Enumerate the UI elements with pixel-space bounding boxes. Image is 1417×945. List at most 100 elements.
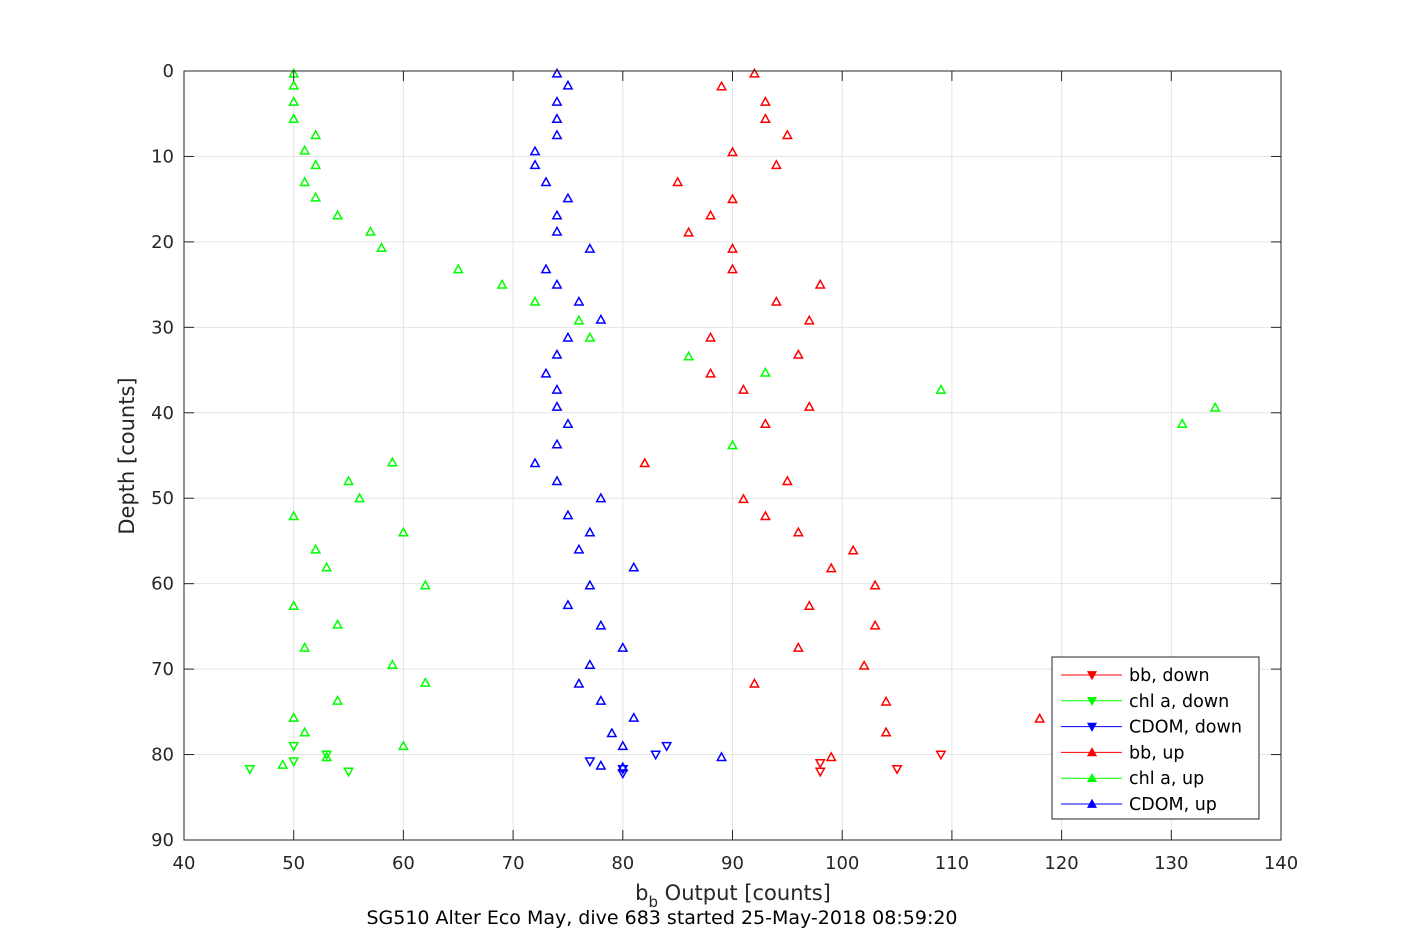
data-point [562, 192, 574, 203]
data-point [935, 750, 947, 761]
data-point [551, 438, 563, 449]
data-point [770, 159, 782, 170]
legend-marker [1086, 747, 1098, 757]
data-point [551, 348, 563, 359]
data-point [1034, 712, 1046, 723]
data-point [595, 619, 607, 630]
legend-entry: bb, up [1061, 743, 1185, 763]
data-point [584, 757, 596, 768]
data-point [1176, 418, 1188, 428]
data-point [880, 726, 892, 737]
data-point [299, 726, 311, 737]
data-point [573, 543, 585, 554]
x-tick-label: 80 [611, 853, 634, 874]
data-point [386, 456, 398, 467]
y-tick-label: 70 [151, 659, 174, 680]
data-point [365, 225, 376, 236]
x-tick-label: 40 [173, 853, 196, 874]
data-point [551, 401, 563, 411]
ticks [183, 70, 1282, 841]
data-point [584, 659, 596, 669]
data-point [727, 146, 738, 157]
data-point [562, 79, 574, 90]
data-point [310, 129, 322, 140]
y-tick-label: 90 [151, 830, 174, 851]
data-point [781, 129, 793, 140]
data-point [1209, 401, 1221, 412]
data-point [803, 401, 815, 411]
data-point [759, 418, 771, 428]
data-point [343, 767, 355, 778]
data-point [814, 278, 826, 289]
data-point [639, 457, 651, 468]
data-point [332, 209, 344, 220]
data-point [595, 694, 607, 705]
series-cdom-down [584, 741, 673, 780]
legend-entry: chl a, down [1061, 692, 1229, 712]
data-point [584, 331, 596, 342]
data-point [452, 263, 464, 274]
data-point [321, 750, 333, 761]
data-point [595, 492, 607, 503]
data-point [759, 113, 771, 123]
y-tick-label: 60 [151, 574, 174, 595]
data-point [375, 242, 387, 252]
y-tick-label: 50 [151, 488, 174, 509]
data-point [321, 751, 333, 762]
x-tick-label: 60 [392, 853, 415, 874]
x-tick-label: 140 [1264, 853, 1298, 874]
data-point [650, 750, 662, 761]
data-point [288, 712, 300, 722]
data-point [595, 313, 607, 324]
x-axis-title-rest: Output [counts] [658, 881, 831, 905]
data-point [551, 383, 563, 394]
data-point [781, 475, 793, 486]
legend-entry: bb, down [1061, 666, 1210, 686]
data-point [935, 383, 947, 394]
data-point [397, 740, 409, 751]
data-point [858, 659, 870, 670]
y-tick-label: 30 [151, 317, 174, 338]
data-point [299, 176, 311, 187]
legend-label: CDOM, down [1129, 718, 1242, 738]
y-tick-label: 0 [163, 61, 174, 82]
x-axis-title-main: b [635, 881, 648, 905]
data-point [299, 144, 311, 155]
data-point [244, 764, 256, 775]
series-cdom-up [529, 67, 728, 772]
data-point [737, 493, 749, 504]
chart-caption: SG510 Alter Eco May, dive 683 started 25… [366, 907, 957, 929]
x-tick-label: 130 [1154, 853, 1188, 874]
data-point [814, 767, 826, 778]
y-tick-label: 40 [151, 403, 174, 424]
data-point [759, 96, 771, 106]
data-point [847, 544, 859, 555]
data-point [869, 579, 881, 590]
data-point [529, 295, 541, 306]
data-point [770, 295, 782, 306]
series-bb-up [639, 67, 1046, 762]
data-point [551, 475, 563, 486]
legend-label: chl a, down [1129, 692, 1229, 712]
legend-marker [1086, 671, 1098, 681]
data-point [288, 600, 300, 610]
legend-entry: CDOM, up [1061, 795, 1217, 815]
y-tick-label: 80 [151, 745, 174, 766]
x-tick-label: 120 [1044, 853, 1078, 874]
data-point [562, 509, 574, 520]
legend-label: chl a, up [1129, 769, 1204, 789]
data-point [891, 764, 903, 775]
data-point [310, 159, 322, 170]
data-point [705, 367, 717, 378]
data-point [705, 331, 717, 342]
data-point [759, 510, 771, 521]
data-point [562, 331, 574, 342]
x-axis-title: bb Output [counts] [635, 881, 831, 911]
data-point [814, 758, 826, 769]
data-point [551, 113, 563, 123]
data-point [299, 642, 311, 652]
data-point [880, 695, 892, 706]
series-bb-down [814, 750, 947, 778]
series-chl-a-down [244, 741, 355, 778]
data-point [343, 475, 355, 486]
